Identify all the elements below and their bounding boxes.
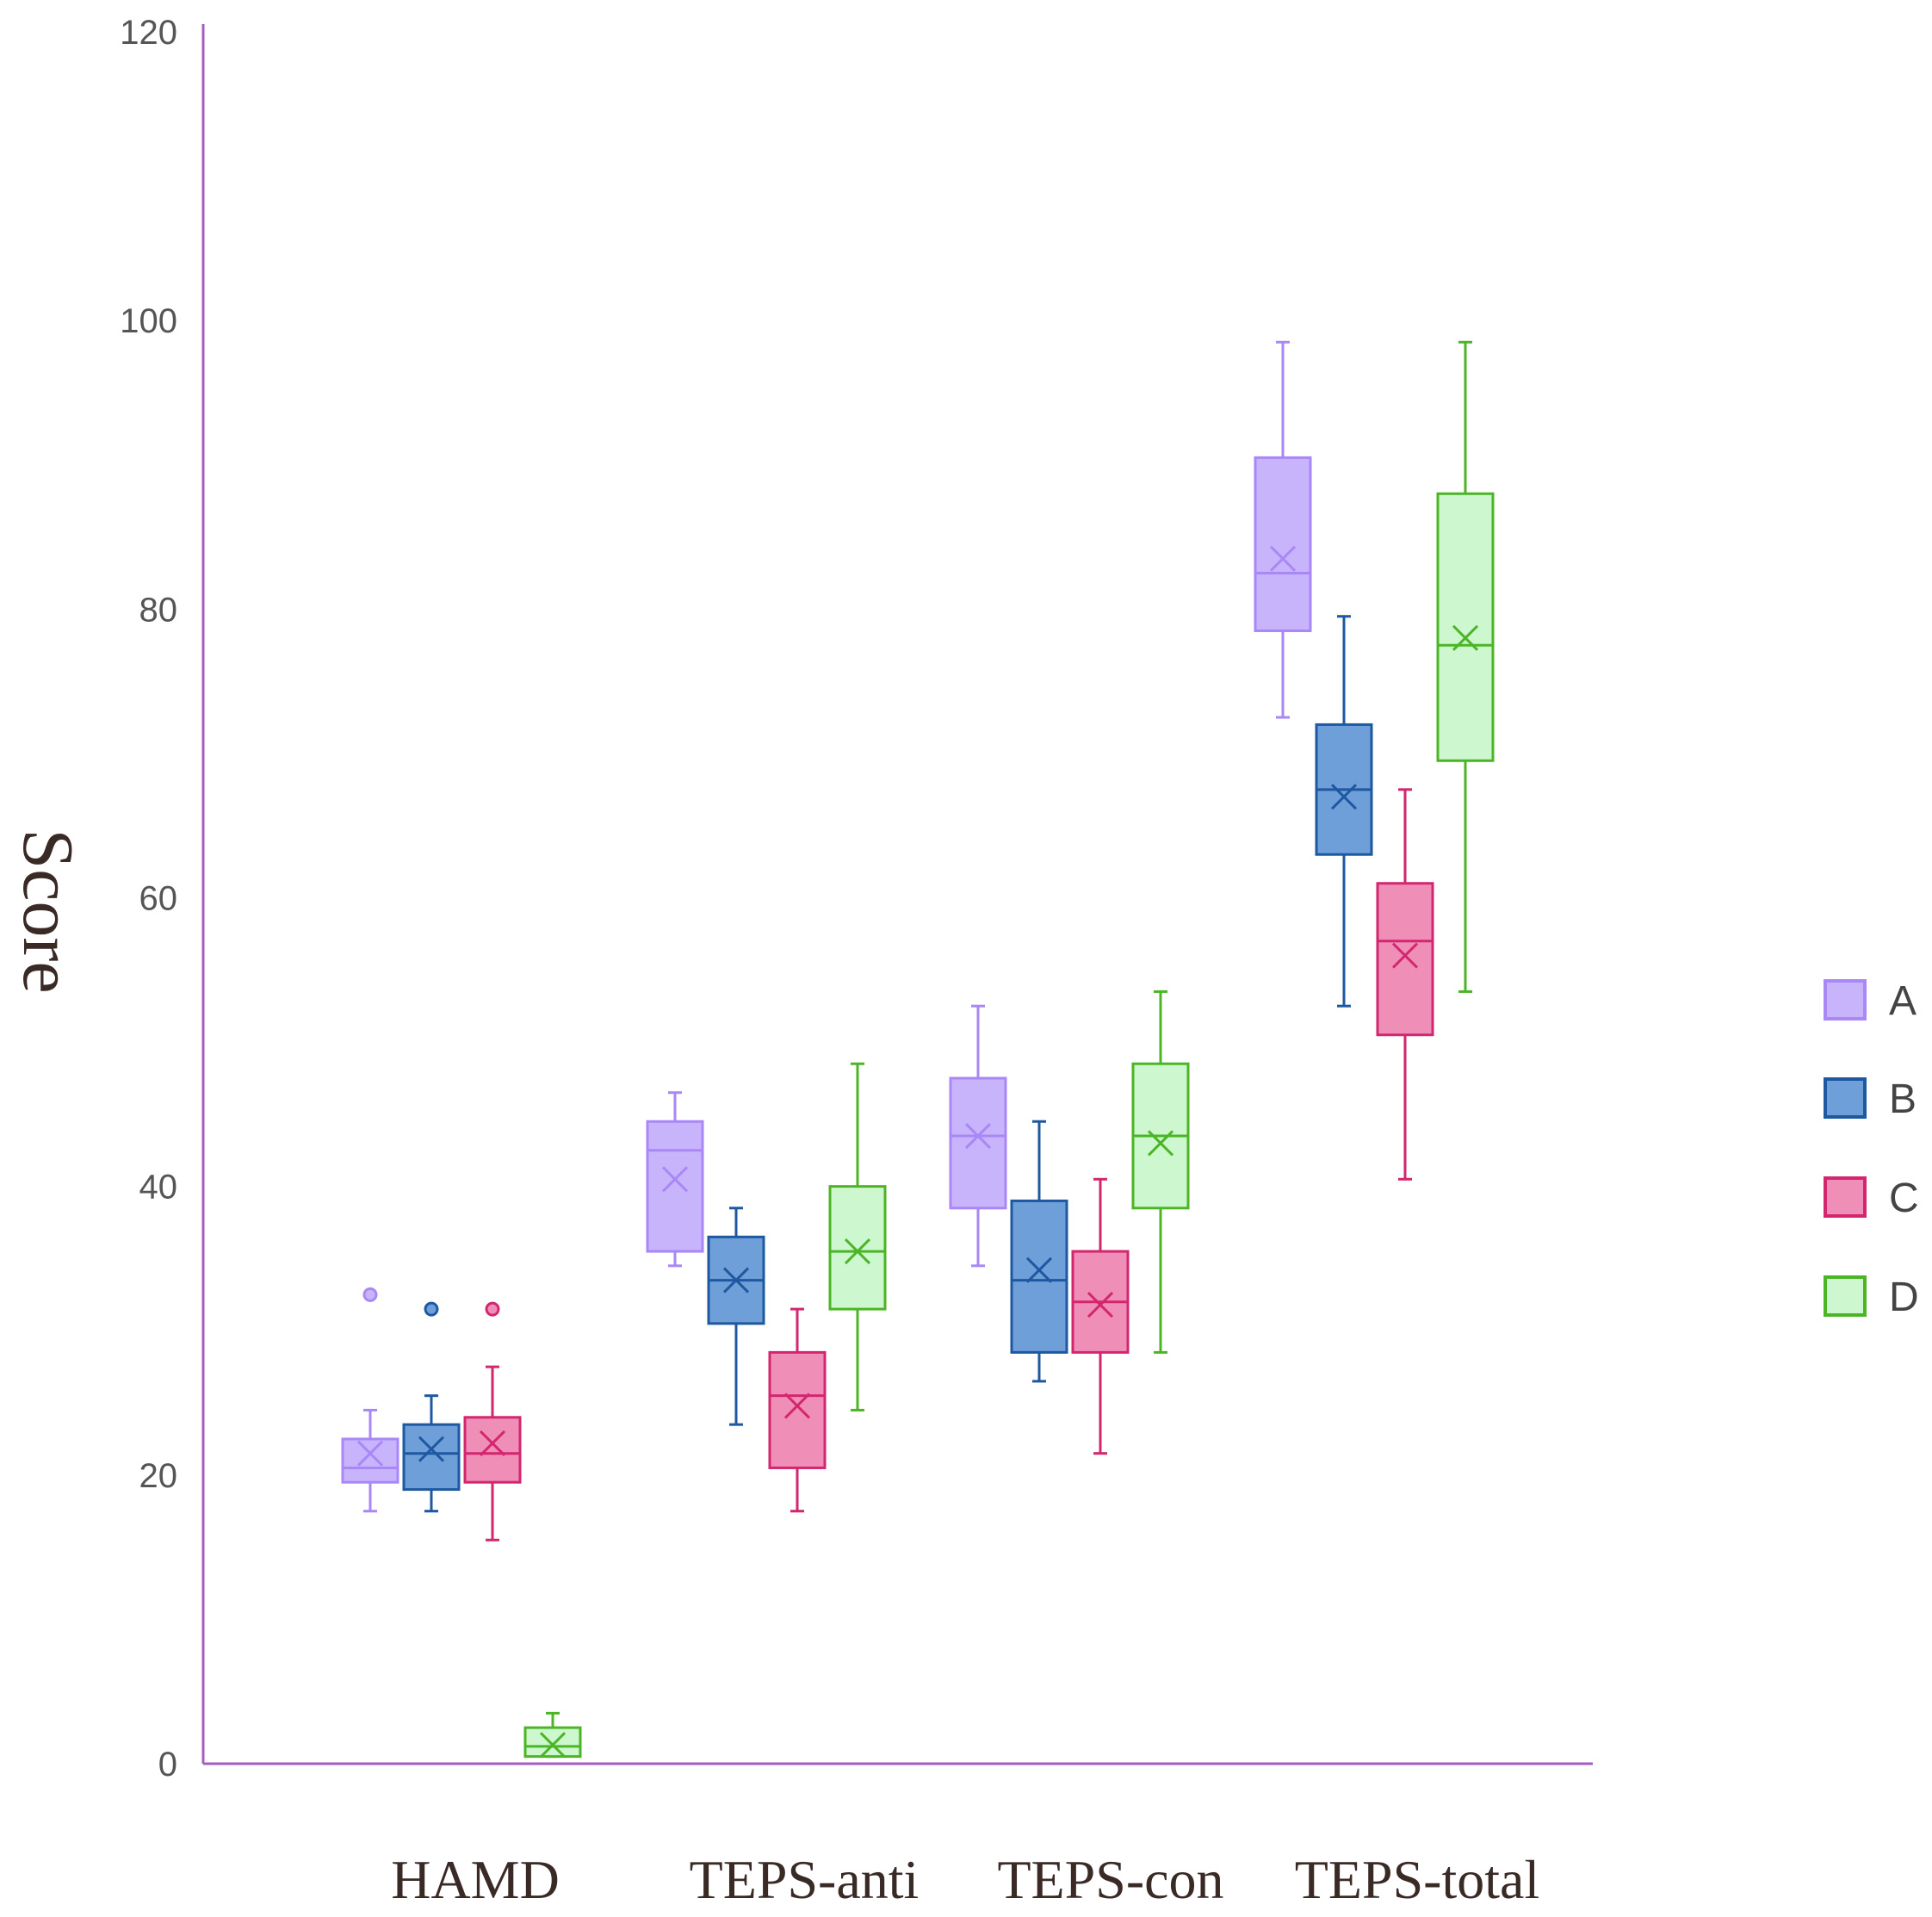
mean-marker [722, 1267, 750, 1294]
legend-item-d: D [1824, 1275, 1919, 1320]
box-c-hamd [463, 1301, 522, 1542]
iqr-box [768, 1350, 827, 1469]
box-a-teps-con [949, 1004, 1007, 1268]
legend-swatch [1824, 1275, 1867, 1317]
mean-marker [783, 1393, 811, 1419]
legend-item-a: A [1824, 978, 1917, 1024]
legend: A B C D [1824, 978, 1919, 1320]
x-category-label: HAMD [391, 1849, 560, 1910]
legend-label: A [1889, 978, 1917, 1024]
x-category-label: TEPS-con [997, 1849, 1223, 1910]
iqr-box [1010, 1199, 1068, 1354]
mean-marker [1330, 784, 1358, 810]
mean-marker [1269, 545, 1297, 572]
legend-swatch [1824, 979, 1867, 1021]
box-groups [341, 340, 1495, 1759]
mean-marker [356, 1440, 384, 1467]
iqr-box [523, 1726, 582, 1759]
mean-marker [1452, 624, 1479, 651]
box-a-teps-anti [646, 1091, 704, 1268]
y-tick-label: 100 [120, 302, 177, 340]
y-tick-label: 40 [139, 1169, 178, 1207]
mean-marker [1025, 1256, 1053, 1283]
iqr-box [828, 1185, 887, 1311]
mean-marker [539, 1732, 567, 1759]
box-c-teps-con [1071, 1177, 1130, 1455]
mean-marker [1147, 1130, 1174, 1157]
legend-label: C [1889, 1176, 1919, 1221]
box-d-teps-con [1131, 990, 1190, 1354]
box-c-teps-anti [768, 1307, 827, 1513]
mean-marker [844, 1238, 871, 1265]
box-a-teps-total [1254, 340, 1312, 719]
legend-label: D [1889, 1275, 1919, 1320]
y-tick-label: 0 [158, 1746, 177, 1784]
box-b-teps-total [1315, 615, 1373, 1008]
y-tick-label: 20 [139, 1457, 178, 1495]
y-axis-title: Score [8, 828, 88, 993]
box-d-hamd [523, 1711, 582, 1759]
box-d-teps-anti [828, 1062, 887, 1411]
mean-marker [1087, 1292, 1114, 1318]
x-category-label: TEPS-anti [690, 1849, 920, 1910]
iqr-box [341, 1437, 399, 1484]
iqr-box [1436, 492, 1495, 762]
legend-item-c: C [1824, 1176, 1919, 1221]
box-a-hamd [341, 1287, 399, 1513]
legend-swatch [1824, 1077, 1867, 1119]
iqr-box [646, 1120, 704, 1253]
mean-marker [661, 1166, 689, 1193]
y-tick-label: 120 [120, 14, 177, 52]
axes: 0 20 40 60 80 100 120 Score HAMD TEPS-anti TEPS-co… [8, 14, 1593, 1910]
box-b-teps-con [1010, 1120, 1068, 1383]
outlier-point [362, 1287, 378, 1302]
box-c-teps-total [1376, 788, 1434, 1181]
iqr-box [1376, 882, 1434, 1037]
legend-swatch [1824, 1176, 1867, 1218]
iqr-box [949, 1076, 1007, 1210]
box-d-teps-total [1436, 340, 1495, 993]
box-b-teps-anti [707, 1207, 765, 1426]
box-b-hamd [402, 1301, 461, 1513]
iqr-box [402, 1423, 461, 1492]
outlier-point [485, 1301, 500, 1317]
y-tick-label: 80 [139, 591, 178, 629]
y-tick-label: 60 [139, 880, 178, 918]
mean-marker [418, 1436, 445, 1462]
mean-marker [479, 1430, 506, 1457]
iqr-box [463, 1416, 522, 1484]
outlier-point [424, 1301, 439, 1317]
legend-label: B [1889, 1076, 1917, 1122]
iqr-box [1254, 456, 1312, 632]
legend-item-b: B [1824, 1076, 1917, 1122]
mean-marker [1391, 942, 1419, 969]
x-category-label: TEPS-total [1295, 1849, 1539, 1910]
mean-marker [964, 1122, 992, 1150]
